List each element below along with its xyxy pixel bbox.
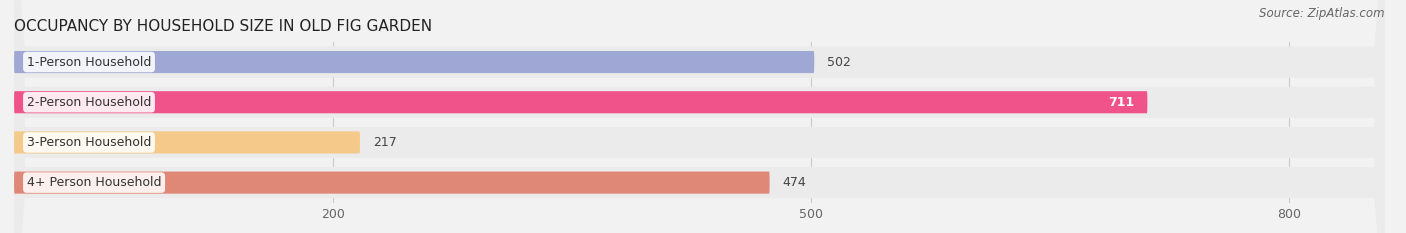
Text: 474: 474 <box>782 176 806 189</box>
FancyBboxPatch shape <box>14 171 769 194</box>
FancyBboxPatch shape <box>14 131 360 154</box>
FancyBboxPatch shape <box>14 47 1385 77</box>
Text: 3-Person Household: 3-Person Household <box>27 136 152 149</box>
Text: 502: 502 <box>827 55 851 69</box>
Text: 711: 711 <box>1108 96 1135 109</box>
Text: OCCUPANCY BY HOUSEHOLD SIZE IN OLD FIG GARDEN: OCCUPANCY BY HOUSEHOLD SIZE IN OLD FIG G… <box>14 19 432 34</box>
FancyBboxPatch shape <box>14 0 1385 233</box>
FancyBboxPatch shape <box>14 0 1385 233</box>
FancyBboxPatch shape <box>14 167 1385 198</box>
FancyBboxPatch shape <box>14 51 814 73</box>
Text: Source: ZipAtlas.com: Source: ZipAtlas.com <box>1260 7 1385 20</box>
Text: 1-Person Household: 1-Person Household <box>27 55 152 69</box>
Text: 217: 217 <box>373 136 396 149</box>
FancyBboxPatch shape <box>14 0 1385 233</box>
FancyBboxPatch shape <box>14 87 1385 118</box>
FancyBboxPatch shape <box>14 127 1385 158</box>
Text: 4+ Person Household: 4+ Person Household <box>27 176 162 189</box>
FancyBboxPatch shape <box>14 0 1385 233</box>
Text: 2-Person Household: 2-Person Household <box>27 96 152 109</box>
FancyBboxPatch shape <box>14 91 1147 113</box>
